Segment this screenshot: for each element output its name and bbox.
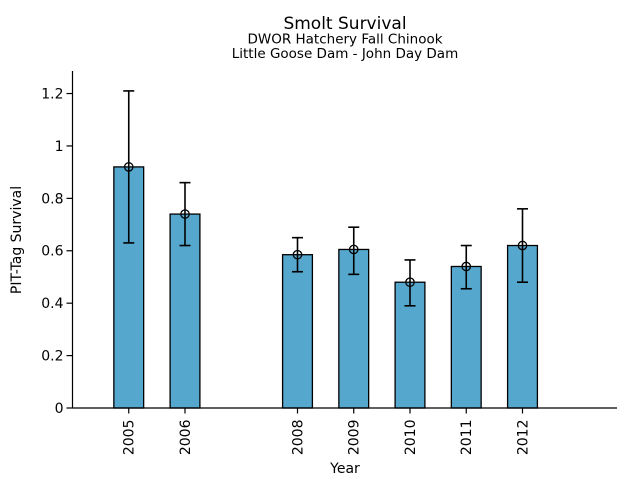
marker-2006: [180, 209, 190, 219]
x-tick-label-2006: 2006: [178, 419, 194, 455]
x-tick-label-2011: 2011: [459, 420, 475, 456]
marker-2008: [292, 249, 303, 260]
y-tick-label-0.4: 0.4: [41, 296, 63, 312]
plot-area: 0 0.2 0.4 0.6 0.8 1 1.2 2005 2006 2008 2009 2010 201…: [41, 71, 617, 455]
marker-2009: [348, 244, 359, 255]
marker-2010: [405, 277, 415, 288]
x-tick-label-2009: 2009: [347, 420, 363, 456]
y-axis-label: PIT-Tag Survival: [9, 186, 25, 294]
chart-subtitle-line1: DWOR Hatchery Fall Chinook: [247, 32, 442, 48]
marker-2005: [123, 162, 134, 172]
y-tick-label-0.2: 0.2: [41, 348, 63, 364]
x-tick-label-2012: 2012: [515, 420, 531, 456]
marker-2012: [517, 240, 528, 251]
y-tick-label-0: 0: [55, 401, 64, 417]
x-tick-label-2008: 2008: [290, 420, 306, 456]
chart-subtitle-line2: Little Goose Dam - John Day Dam: [232, 46, 459, 62]
x-tick-label-2010: 2010: [403, 420, 419, 456]
y-tick-label-1: 1: [55, 139, 64, 155]
x-axis-label: Year: [329, 461, 360, 477]
y-tick-label-1.2: 1.2: [41, 86, 63, 102]
marker-2011: [461, 261, 472, 272]
bar-2006: [169, 213, 201, 409]
y-tick-label-0.6: 0.6: [41, 244, 63, 260]
chart-title: Smolt Survival: [283, 14, 406, 34]
x-tick-label-2005: 2005: [122, 420, 138, 456]
y-tick-label-0.8: 0.8: [41, 191, 63, 207]
bar-2008: [281, 254, 314, 409]
